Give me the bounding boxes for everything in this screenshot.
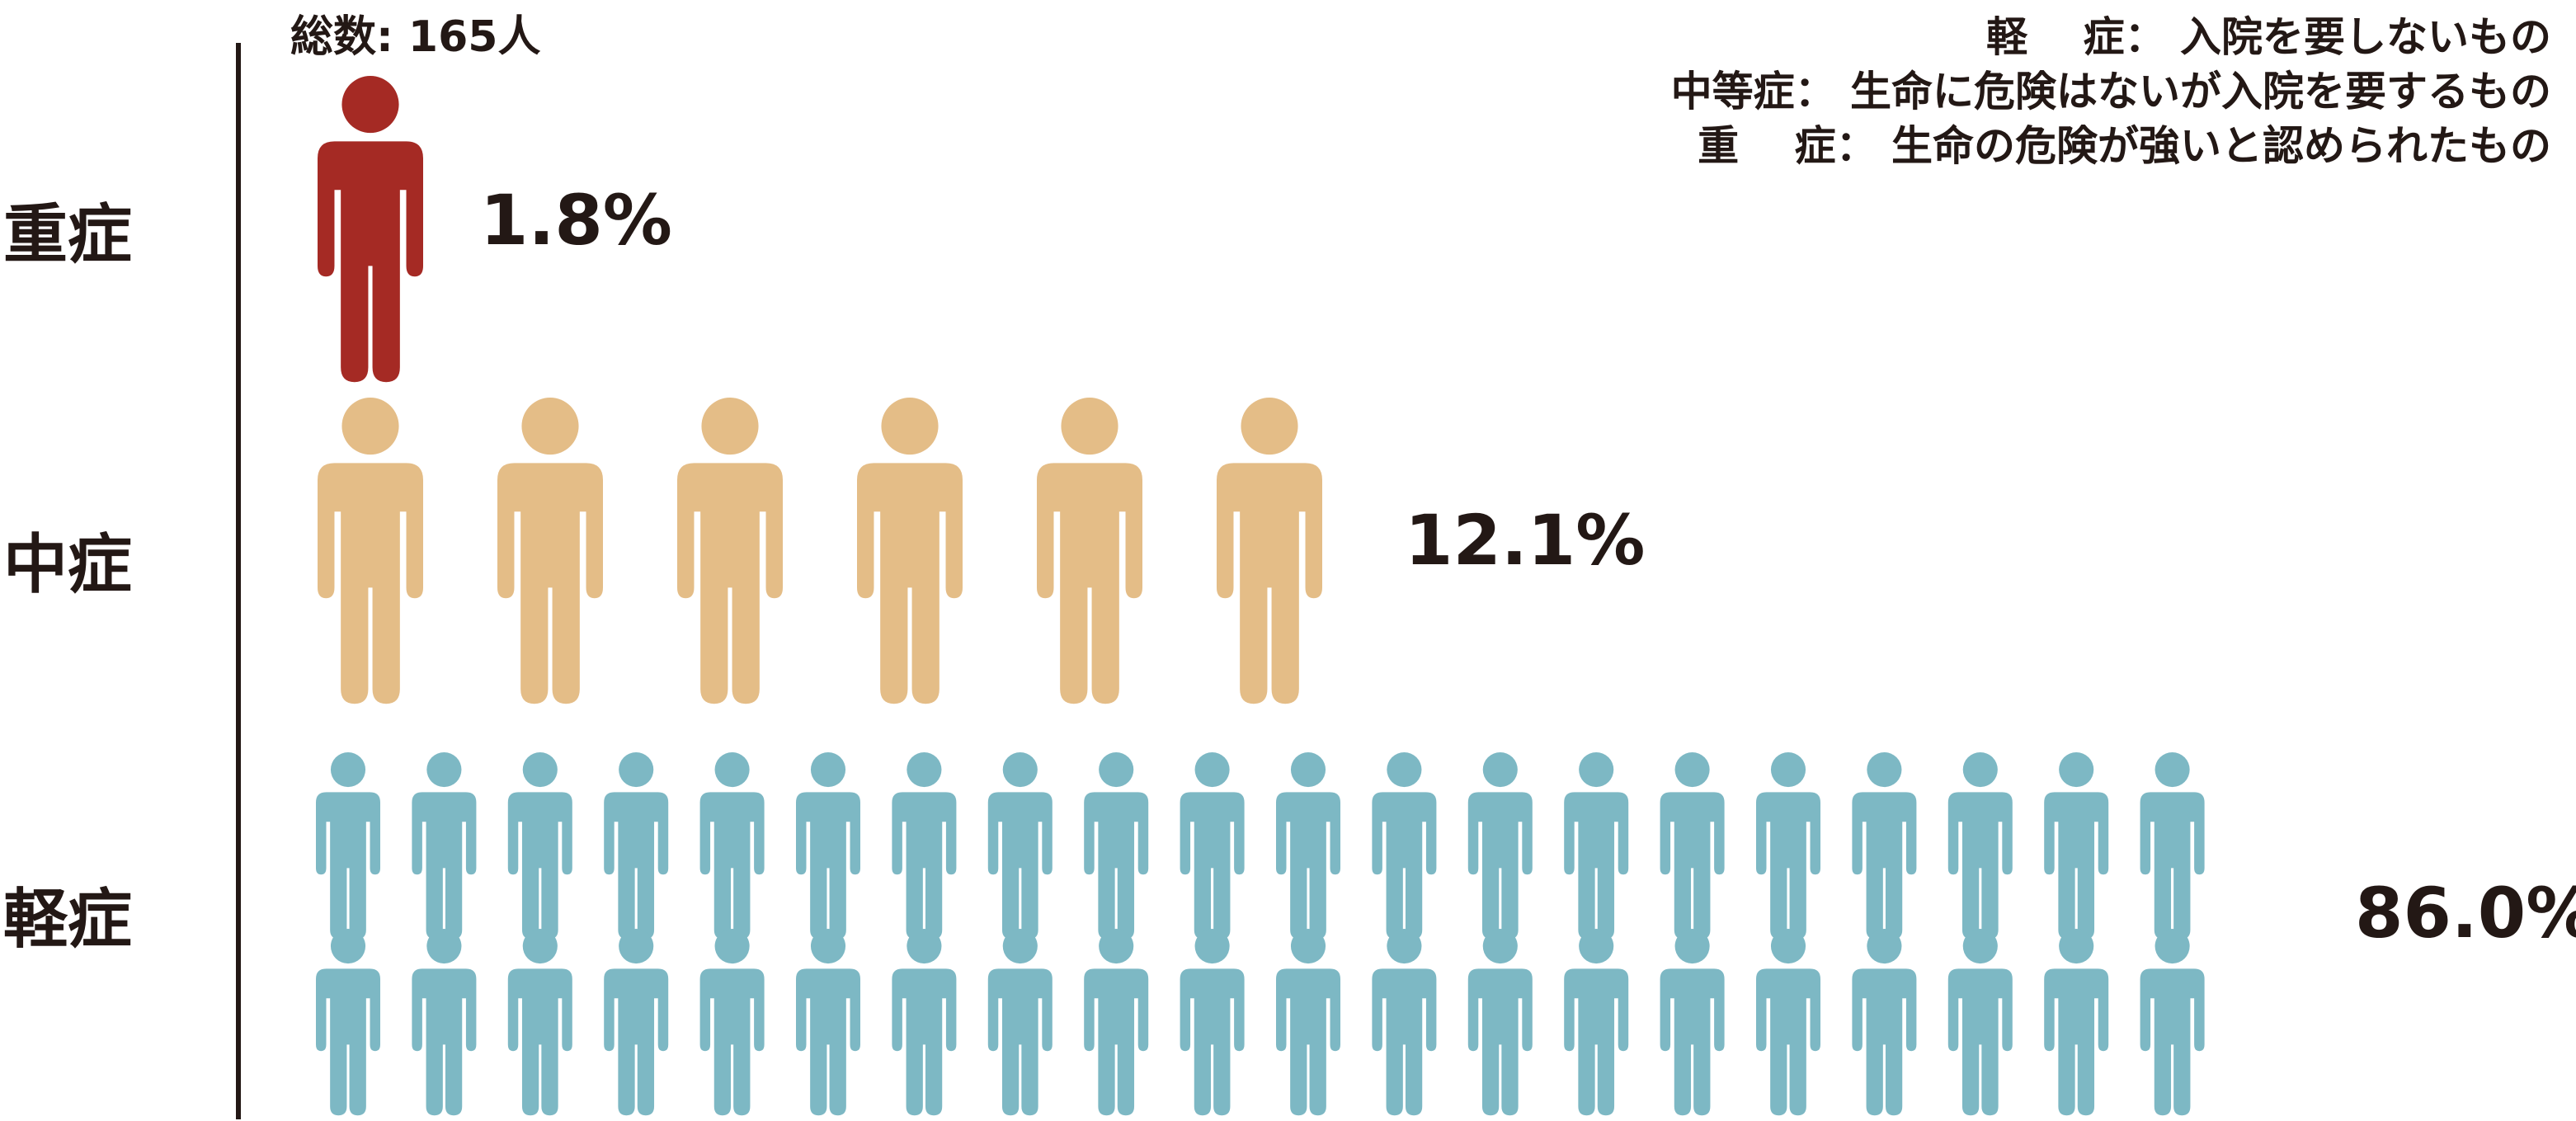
person-icon-mild	[604, 929, 669, 1116]
person-icon-mild	[2140, 929, 2205, 1116]
person-icon-mild	[1564, 752, 1629, 940]
person-icon-mild	[699, 752, 765, 940]
person-icon-mild	[699, 929, 765, 1116]
person-icon-mild	[1660, 929, 1725, 1116]
person-icon-mild	[316, 929, 380, 1116]
person-icon-mild	[892, 929, 957, 1116]
person-icon-mild	[2044, 929, 2109, 1116]
person-icon-mild	[1180, 929, 1245, 1116]
person-icon-mild	[1947, 752, 2013, 940]
person-icon-moderate	[1037, 398, 1142, 704]
person-icon-mild	[987, 929, 1053, 1116]
person-icon-mild	[1467, 752, 1533, 940]
person-icon-moderate	[1217, 398, 1322, 704]
legend-line-mild: 軽 症： 入院を要しないもの	[1986, 13, 2551, 61]
person-icon-mild	[412, 929, 477, 1116]
person-icon-moderate	[857, 398, 963, 704]
person-icon-mild	[892, 752, 957, 940]
person-icon-moderate	[497, 398, 603, 704]
person-icon-mild	[796, 929, 860, 1116]
person-icon-mild	[1660, 752, 1725, 940]
legend: 軽 症： 入院を要しないもの 中等症： 生命に危険はないが入院を要するもの 重 …	[1671, 10, 2551, 173]
person-icon-moderate	[677, 398, 783, 704]
person-icon-mild	[1852, 752, 1917, 940]
person-icon-mild	[507, 929, 572, 1116]
person-icon-mild	[1372, 752, 1437, 940]
person-icon-mild	[507, 752, 572, 940]
legend-line-severe: 重 症： 生命の危険が強いと認められたもの	[1698, 122, 2551, 170]
legend-line-moderate: 中等症： 生命に危険はないが入院を要するもの	[1670, 68, 2551, 115]
person-icon-mild	[1180, 752, 1245, 940]
person-icon-mild	[1084, 929, 1149, 1116]
person-icon-mild	[2044, 752, 2109, 940]
category-label-moderate: 中症	[3, 528, 133, 602]
person-icon-mild	[412, 752, 477, 940]
person-icon-mild	[1276, 752, 1340, 940]
person-icon-mild	[2140, 752, 2205, 940]
person-icon-mild	[1852, 929, 1917, 1116]
category-label-severe: 重症	[3, 198, 133, 272]
person-icon-mild	[1276, 929, 1340, 1116]
person-icon-mild	[1564, 929, 1629, 1116]
person-icon-mild	[1947, 929, 2013, 1116]
person-icon-mild	[1084, 752, 1149, 940]
value-label-severe: 1.8%	[480, 180, 672, 261]
total-count: 総数: 165人	[290, 12, 541, 62]
person-icon-severe	[318, 76, 423, 383]
person-icon-mild	[1756, 752, 1820, 940]
category-label-mild: 軽症	[3, 883, 133, 957]
person-icon-moderate	[318, 398, 423, 704]
value-label-moderate: 12.1%	[1405, 500, 1646, 581]
person-icon-mild	[796, 752, 860, 940]
person-icon-mild	[1467, 929, 1533, 1116]
person-icon-mild	[316, 752, 380, 940]
person-icon-mild	[1756, 929, 1820, 1116]
value-label-mild: 86.0%	[2355, 873, 2576, 954]
person-icon-mild	[604, 752, 669, 940]
person-icon-mild	[987, 752, 1053, 940]
person-icon-mild	[1372, 929, 1437, 1116]
